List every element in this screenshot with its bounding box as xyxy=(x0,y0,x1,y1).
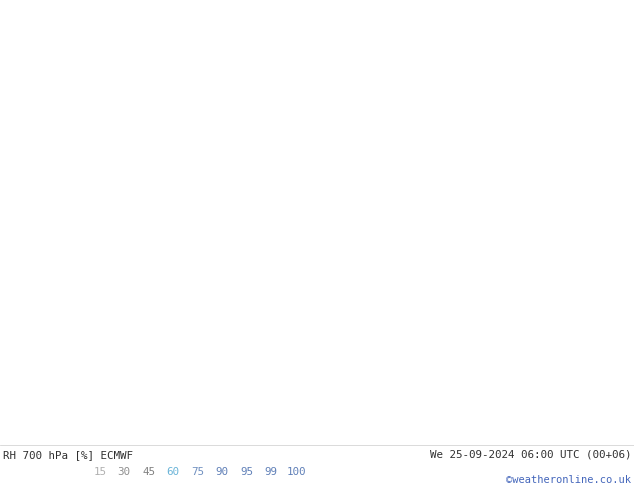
Text: 95: 95 xyxy=(240,467,254,477)
Text: ©weatheronline.co.uk: ©weatheronline.co.uk xyxy=(506,475,631,485)
Text: 30: 30 xyxy=(117,467,131,477)
Text: 99: 99 xyxy=(264,467,278,477)
Text: 45: 45 xyxy=(143,467,155,477)
Text: 100: 100 xyxy=(286,467,306,477)
Text: RH 700 hPa [%] ECMWF: RH 700 hPa [%] ECMWF xyxy=(3,450,133,460)
Text: 60: 60 xyxy=(167,467,179,477)
Text: 90: 90 xyxy=(216,467,228,477)
Text: 75: 75 xyxy=(191,467,205,477)
Text: 15: 15 xyxy=(93,467,107,477)
Text: We 25-09-2024 06:00 UTC (00+06): We 25-09-2024 06:00 UTC (00+06) xyxy=(429,450,631,460)
